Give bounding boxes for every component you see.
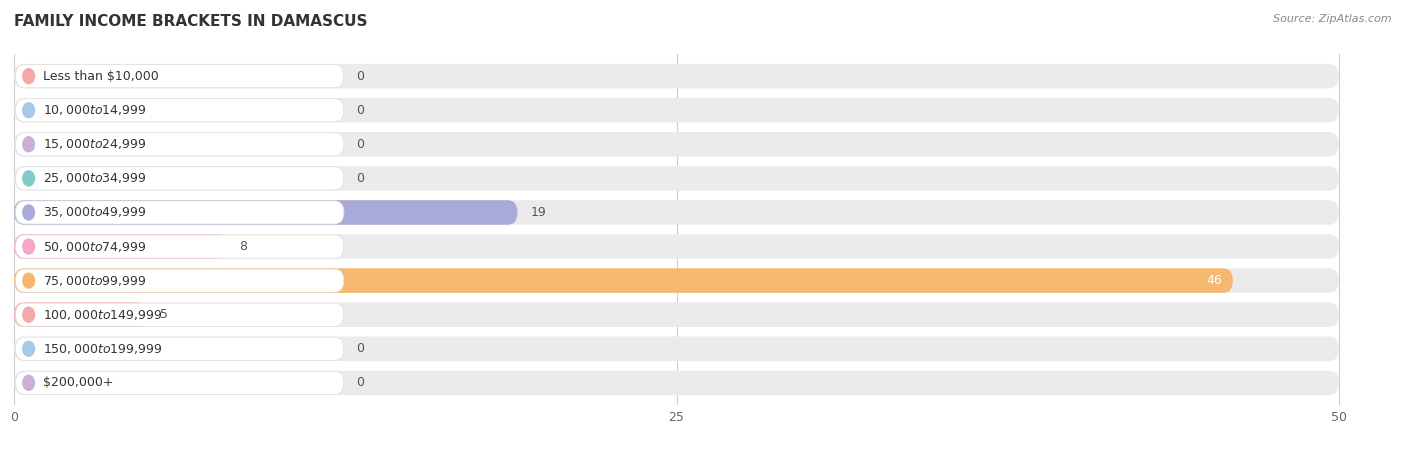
Text: $15,000 to $24,999: $15,000 to $24,999 bbox=[44, 137, 146, 151]
FancyBboxPatch shape bbox=[14, 200, 1339, 225]
Text: 46: 46 bbox=[1206, 274, 1222, 287]
Circle shape bbox=[22, 171, 35, 186]
Text: $10,000 to $14,999: $10,000 to $14,999 bbox=[44, 103, 146, 117]
FancyBboxPatch shape bbox=[14, 98, 1339, 122]
FancyBboxPatch shape bbox=[14, 302, 146, 327]
FancyBboxPatch shape bbox=[14, 234, 1339, 259]
FancyBboxPatch shape bbox=[15, 337, 344, 360]
Text: 8: 8 bbox=[239, 240, 247, 253]
Circle shape bbox=[22, 273, 35, 288]
FancyBboxPatch shape bbox=[14, 302, 1339, 327]
Text: $200,000+: $200,000+ bbox=[44, 376, 114, 389]
FancyBboxPatch shape bbox=[14, 234, 226, 259]
FancyBboxPatch shape bbox=[14, 132, 1339, 157]
Text: 0: 0 bbox=[356, 172, 364, 185]
FancyBboxPatch shape bbox=[14, 337, 1339, 361]
FancyBboxPatch shape bbox=[14, 268, 1339, 293]
FancyBboxPatch shape bbox=[15, 133, 344, 156]
Text: 19: 19 bbox=[531, 206, 547, 219]
Circle shape bbox=[22, 205, 35, 220]
Circle shape bbox=[22, 137, 35, 152]
FancyBboxPatch shape bbox=[15, 303, 344, 326]
Text: $25,000 to $34,999: $25,000 to $34,999 bbox=[44, 171, 146, 185]
FancyBboxPatch shape bbox=[15, 64, 344, 88]
FancyBboxPatch shape bbox=[15, 201, 344, 224]
Text: $35,000 to $49,999: $35,000 to $49,999 bbox=[44, 206, 146, 220]
FancyBboxPatch shape bbox=[15, 269, 344, 292]
Text: FAMILY INCOME BRACKETS IN DAMASCUS: FAMILY INCOME BRACKETS IN DAMASCUS bbox=[14, 14, 367, 28]
Text: 0: 0 bbox=[356, 70, 364, 83]
Circle shape bbox=[22, 69, 35, 84]
Text: $75,000 to $99,999: $75,000 to $99,999 bbox=[44, 274, 146, 288]
Text: 0: 0 bbox=[356, 342, 364, 355]
Text: 0: 0 bbox=[356, 376, 364, 389]
Circle shape bbox=[22, 239, 35, 254]
FancyBboxPatch shape bbox=[14, 371, 1339, 395]
FancyBboxPatch shape bbox=[15, 167, 344, 190]
Text: 5: 5 bbox=[160, 308, 167, 321]
Text: $50,000 to $74,999: $50,000 to $74,999 bbox=[44, 239, 146, 253]
FancyBboxPatch shape bbox=[14, 268, 1233, 293]
Circle shape bbox=[22, 341, 35, 356]
Circle shape bbox=[22, 375, 35, 390]
Text: Less than $10,000: Less than $10,000 bbox=[44, 70, 159, 83]
FancyBboxPatch shape bbox=[15, 235, 344, 258]
FancyBboxPatch shape bbox=[14, 64, 1339, 88]
Text: $150,000 to $199,999: $150,000 to $199,999 bbox=[44, 342, 163, 356]
Text: 0: 0 bbox=[356, 104, 364, 117]
Circle shape bbox=[22, 103, 35, 118]
Circle shape bbox=[22, 307, 35, 322]
FancyBboxPatch shape bbox=[15, 99, 344, 122]
Text: 0: 0 bbox=[356, 138, 364, 151]
FancyBboxPatch shape bbox=[15, 371, 344, 395]
FancyBboxPatch shape bbox=[14, 200, 517, 225]
FancyBboxPatch shape bbox=[14, 166, 1339, 191]
Text: Source: ZipAtlas.com: Source: ZipAtlas.com bbox=[1274, 14, 1392, 23]
Text: $100,000 to $149,999: $100,000 to $149,999 bbox=[44, 308, 163, 322]
